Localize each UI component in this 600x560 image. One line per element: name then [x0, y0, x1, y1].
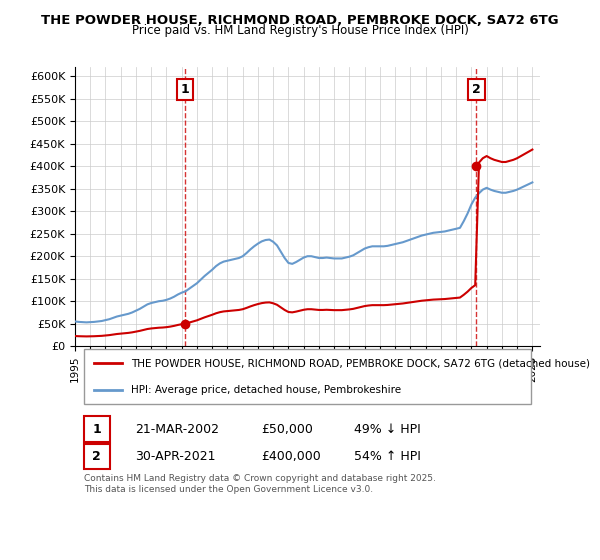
- Text: 30-APR-2021: 30-APR-2021: [136, 450, 216, 463]
- Text: 1: 1: [92, 422, 101, 436]
- Text: 49% ↓ HPI: 49% ↓ HPI: [354, 422, 421, 436]
- FancyBboxPatch shape: [84, 349, 531, 404]
- FancyBboxPatch shape: [84, 416, 110, 442]
- Text: HPI: Average price, detached house, Pembrokeshire: HPI: Average price, detached house, Pemb…: [131, 385, 401, 395]
- Text: 2: 2: [92, 450, 101, 463]
- Text: THE POWDER HOUSE, RICHMOND ROAD, PEMBROKE DOCK, SA72 6TG: THE POWDER HOUSE, RICHMOND ROAD, PEMBROK…: [41, 14, 559, 27]
- Text: 21-MAR-2002: 21-MAR-2002: [136, 422, 220, 436]
- Text: 2: 2: [472, 83, 481, 96]
- Text: Price paid vs. HM Land Registry's House Price Index (HPI): Price paid vs. HM Land Registry's House …: [131, 24, 469, 37]
- Text: 1: 1: [181, 83, 190, 96]
- Text: Contains HM Land Registry data © Crown copyright and database right 2025.
This d: Contains HM Land Registry data © Crown c…: [84, 474, 436, 494]
- Text: £50,000: £50,000: [261, 422, 313, 436]
- FancyBboxPatch shape: [84, 444, 110, 469]
- Text: THE POWDER HOUSE, RICHMOND ROAD, PEMBROKE DOCK, SA72 6TG (detached house): THE POWDER HOUSE, RICHMOND ROAD, PEMBROK…: [131, 358, 590, 368]
- Text: 54% ↑ HPI: 54% ↑ HPI: [354, 450, 421, 463]
- Text: £400,000: £400,000: [261, 450, 321, 463]
